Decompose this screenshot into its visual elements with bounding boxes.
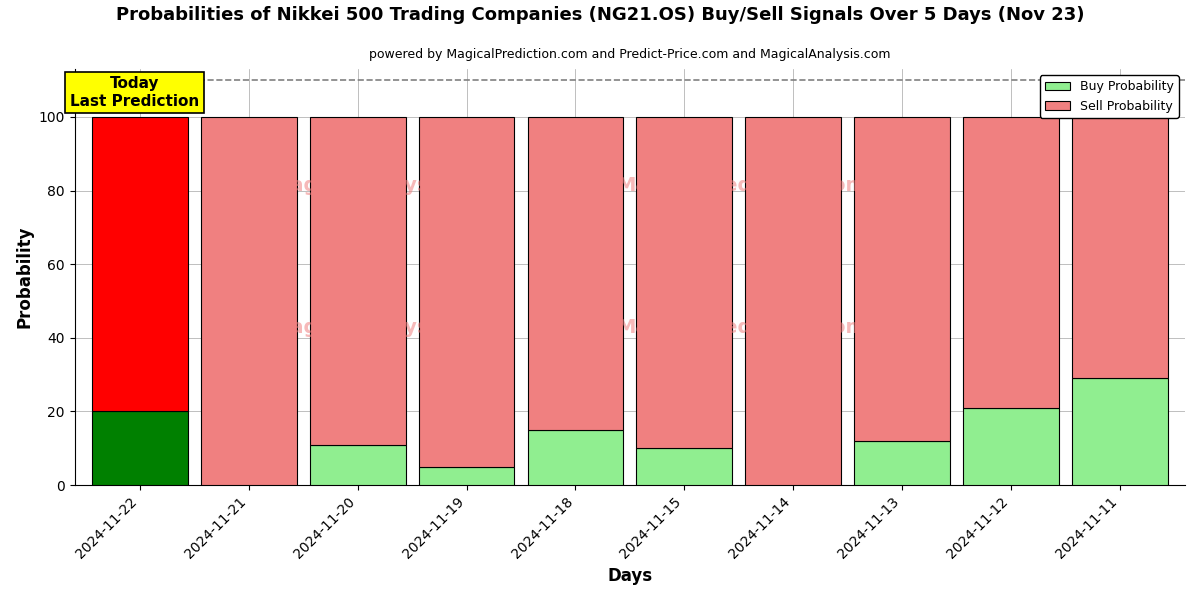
Text: MagicalPrediction.com: MagicalPrediction.com xyxy=(616,176,865,195)
Bar xyxy=(1072,117,1168,379)
Text: MagicalAnalysis.com: MagicalAnalysis.com xyxy=(271,176,499,195)
Text: Probabilities of Nikkei 500 Trading Companies (NG21.OS) Buy/Sell Signals Over 5 : Probabilities of Nikkei 500 Trading Comp… xyxy=(115,6,1085,24)
Bar xyxy=(419,467,515,485)
X-axis label: Days: Days xyxy=(607,567,653,585)
Bar xyxy=(419,117,515,467)
Bar xyxy=(528,117,623,430)
Title: powered by MagicalPrediction.com and Predict-Price.com and MagicalAnalysis.com: powered by MagicalPrediction.com and Pre… xyxy=(370,48,890,61)
Bar xyxy=(745,117,841,485)
Bar xyxy=(636,448,732,485)
Bar xyxy=(200,117,296,485)
Text: MagicalAnalysis.com: MagicalAnalysis.com xyxy=(271,317,499,337)
Bar xyxy=(854,117,950,441)
Bar xyxy=(962,117,1058,408)
Bar xyxy=(962,408,1058,485)
Legend: Buy Probability, Sell Probability: Buy Probability, Sell Probability xyxy=(1040,76,1178,118)
Text: MagicalPrediction.com: MagicalPrediction.com xyxy=(616,317,865,337)
Bar xyxy=(528,430,623,485)
Text: Today
Last Prediction: Today Last Prediction xyxy=(70,76,199,109)
Bar xyxy=(1072,379,1168,485)
Bar xyxy=(310,117,406,445)
Bar xyxy=(636,117,732,448)
Bar xyxy=(310,445,406,485)
Bar xyxy=(92,412,188,485)
Y-axis label: Probability: Probability xyxy=(16,226,34,328)
Bar xyxy=(92,117,188,412)
Bar xyxy=(854,441,950,485)
